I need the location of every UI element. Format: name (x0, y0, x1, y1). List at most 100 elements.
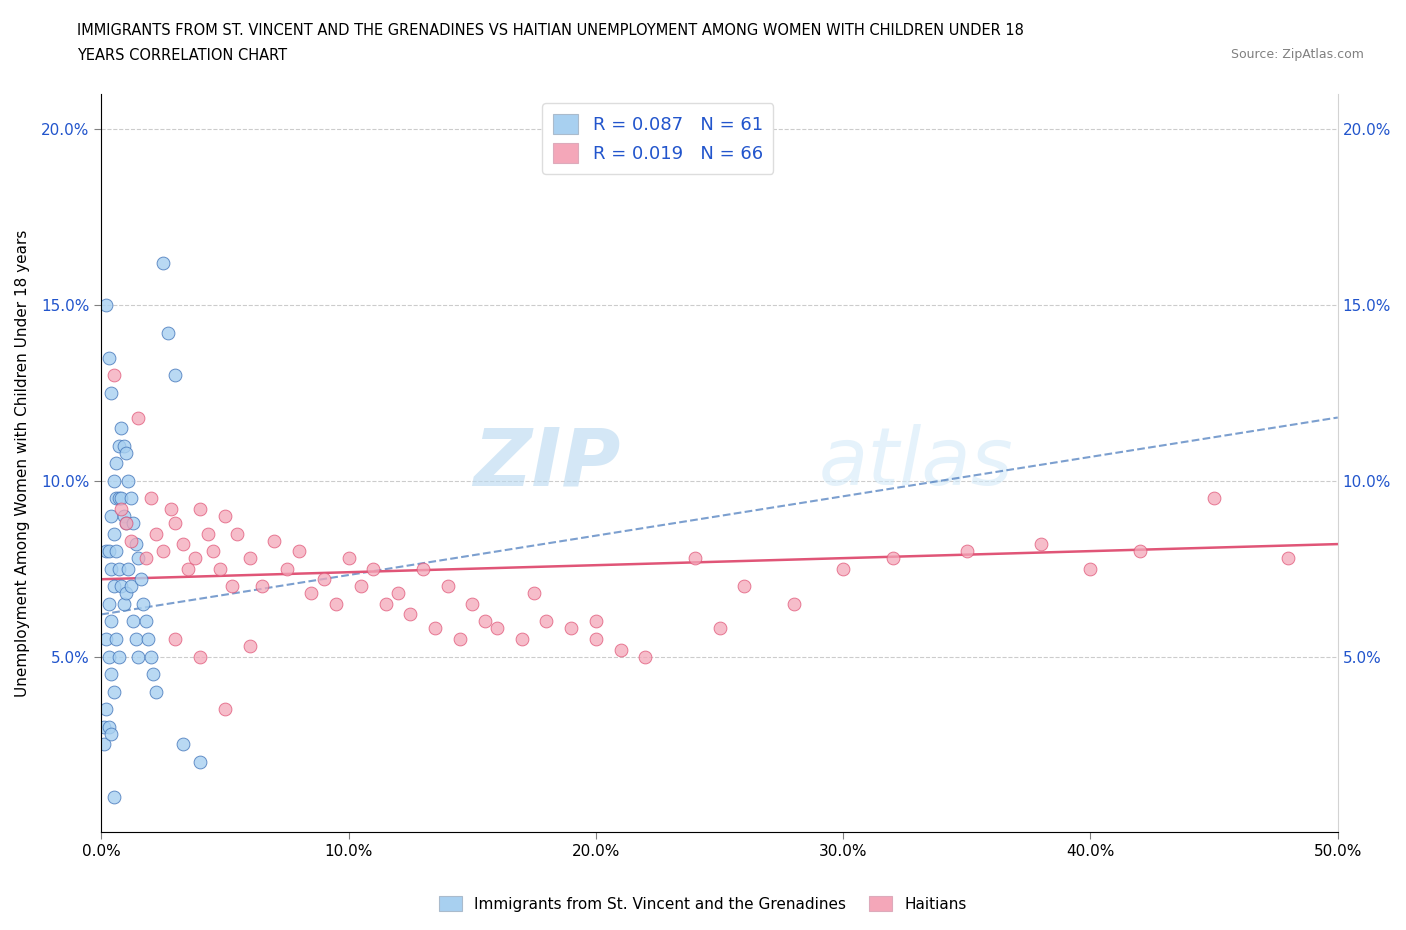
Text: Source: ZipAtlas.com: Source: ZipAtlas.com (1230, 48, 1364, 61)
Point (172, 737, 194, 752)
Point (97, 596, 120, 611)
Point (165, 515, 187, 530)
Point (523, 586, 546, 601)
Point (136, 631, 159, 646)
Point (423, 621, 446, 636)
Point (485, 621, 508, 636)
Point (103, 790, 125, 804)
Point (1204, 491, 1226, 506)
Point (165, 368, 187, 383)
Point (120, 533, 142, 548)
Point (105, 491, 128, 506)
Point (956, 544, 979, 559)
Point (97, 649, 120, 664)
Point (103, 684, 125, 699)
Point (105, 456, 128, 471)
Point (100, 667, 122, 682)
Legend: Immigrants from St. Vincent and the Grenadines, Haitians: Immigrants from St. Vincent and the Gren… (433, 889, 973, 918)
Point (142, 667, 165, 682)
Point (100, 385, 122, 400)
Point (709, 621, 731, 636)
Point (93, 737, 115, 752)
Point (127, 649, 149, 664)
Point (387, 586, 409, 601)
Point (145, 684, 167, 699)
Point (107, 491, 129, 506)
Point (152, 256, 174, 271)
Point (122, 614, 145, 629)
Point (112, 509, 135, 524)
Point (129, 572, 152, 587)
Point (184, 551, 207, 565)
Text: IMMIGRANTS FROM ST. VINCENT AND THE GRENADINES VS HAITIAN UNEMPLOYMENT AMONG WOM: IMMIGRANTS FROM ST. VINCENT AND THE GREN… (77, 23, 1024, 38)
Point (110, 491, 132, 506)
Point (96, 631, 118, 646)
Point (100, 509, 122, 524)
Point (132, 596, 155, 611)
Point (288, 544, 311, 559)
Point (1080, 562, 1102, 577)
Point (188, 501, 211, 516)
Point (107, 562, 129, 577)
Point (536, 614, 558, 629)
Point (127, 410, 149, 425)
Point (188, 754, 211, 769)
Point (263, 533, 285, 548)
Point (125, 537, 148, 551)
Point (107, 438, 129, 453)
Point (96, 702, 118, 717)
Point (96, 298, 118, 312)
Y-axis label: Unemployment Among Women with Children Under 18 years: Unemployment Among Women with Children U… (15, 230, 30, 697)
Point (135, 551, 157, 565)
Legend: R = 0.087   N = 61, R = 0.019   N = 66: R = 0.087 N = 61, R = 0.019 N = 66 (541, 103, 773, 174)
Point (1029, 537, 1052, 551)
Point (188, 649, 211, 664)
Point (103, 368, 125, 383)
Point (157, 326, 180, 340)
Point (337, 551, 360, 565)
Point (1277, 551, 1299, 565)
Point (105, 544, 128, 559)
Text: YEARS CORRELATION CHART: YEARS CORRELATION CHART (77, 48, 287, 63)
Point (449, 631, 471, 646)
Point (399, 607, 422, 622)
Point (208, 562, 231, 577)
Point (100, 562, 122, 577)
Point (177, 562, 200, 577)
Point (733, 578, 755, 593)
Point (93, 720, 115, 735)
Point (96, 544, 118, 559)
Point (197, 526, 219, 541)
Point (226, 526, 249, 541)
Point (634, 649, 657, 664)
Point (301, 586, 323, 601)
Point (239, 551, 262, 565)
Point (112, 596, 135, 611)
Point (350, 578, 373, 593)
Point (214, 509, 236, 524)
Point (221, 578, 243, 593)
Point (139, 649, 162, 664)
Point (159, 501, 181, 516)
Point (117, 562, 139, 577)
Point (585, 631, 607, 646)
Point (436, 578, 458, 593)
Point (201, 544, 224, 559)
Point (374, 596, 396, 611)
Text: ZIP: ZIP (474, 424, 620, 502)
Point (97, 351, 120, 365)
Point (239, 639, 262, 654)
Point (127, 551, 149, 565)
Point (105, 631, 128, 646)
Point (312, 572, 335, 587)
Point (97, 720, 120, 735)
Point (125, 631, 148, 646)
Point (117, 473, 139, 488)
Point (882, 551, 904, 565)
Point (115, 445, 138, 460)
Point (152, 544, 174, 559)
Point (110, 501, 132, 516)
Point (115, 515, 138, 530)
Point (461, 596, 484, 611)
Point (120, 578, 142, 593)
